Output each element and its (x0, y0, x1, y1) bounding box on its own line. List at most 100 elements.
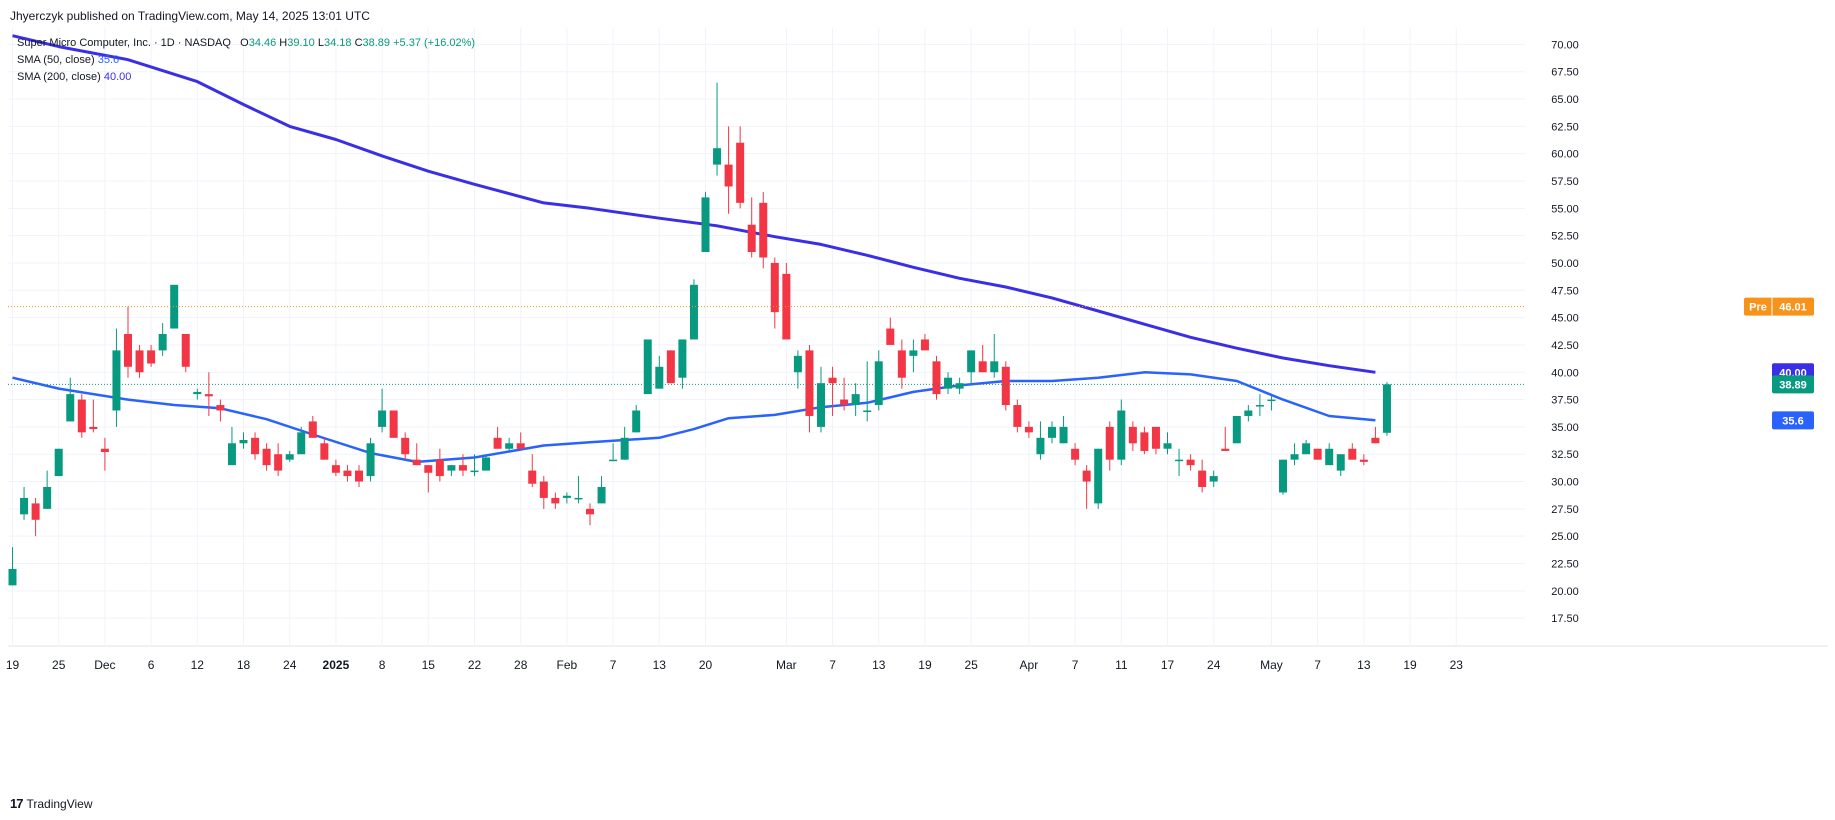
candle-body (539, 481, 548, 498)
candle (666, 350, 675, 384)
y-tick-label: 30.00 (1551, 477, 1579, 489)
candle (470, 454, 479, 477)
candle-body (1382, 384, 1391, 433)
candle (54, 448, 63, 477)
tradingview-logo[interactable]: 17 TradingView (10, 796, 93, 811)
candle-body (458, 465, 467, 471)
y-tick-label: 25.00 (1551, 531, 1579, 543)
time-axis[interactable]: 19 25 Dec 6 12 18 24 2025 8 15 22 28 Feb 7 13 20 Mar 7 13 1… (6, 658, 1463, 672)
premarket-tag: Pre 46.01 (1744, 297, 1814, 316)
candle (170, 284, 179, 329)
candle-body (713, 148, 722, 165)
candle-body (31, 503, 40, 520)
candle-body (701, 197, 710, 253)
tradingview-logo-text: TradingView (26, 796, 93, 811)
y-tick-label: 22.50 (1551, 559, 1579, 571)
candle-body (77, 399, 86, 433)
candle-body (805, 350, 814, 416)
chart-grid (8, 28, 1828, 647)
candle-body (666, 350, 675, 384)
candle-body (967, 350, 976, 373)
candle (1105, 421, 1114, 471)
x-tick-label: 6 (148, 658, 155, 672)
candle (401, 432, 410, 460)
y-tick-label: 42.50 (1551, 340, 1579, 352)
candle (77, 394, 86, 438)
candle (135, 344, 144, 378)
candle (724, 126, 733, 214)
candle-body (285, 454, 294, 460)
candle-body (20, 497, 29, 515)
candle-body (343, 470, 352, 477)
candle (528, 454, 537, 487)
candle-body (158, 334, 167, 351)
y-tick-label: 57.50 (1551, 176, 1579, 188)
candle (689, 279, 698, 340)
x-tick-label: 17 (1161, 658, 1175, 672)
symbol-legend-row[interactable]: Super Micro Computer, Inc. · 1D · NASDAQ… (17, 35, 475, 52)
candle-body (505, 443, 514, 449)
high-label: H (279, 37, 288, 49)
sma50-tag-text: 35.6 (1782, 415, 1803, 427)
candle (805, 344, 814, 433)
candle (1371, 426, 1380, 444)
sma200-legend-row[interactable]: SMA (200, close) 40.00 (17, 69, 475, 86)
candle (1001, 361, 1010, 411)
candle-body (1105, 426, 1114, 460)
candle (1140, 426, 1149, 455)
x-tick-label: Mar (776, 658, 797, 672)
y-tick-label: 65.00 (1551, 94, 1579, 106)
candle-body (366, 443, 375, 477)
x-tick-label: 23 (1450, 658, 1464, 672)
candle (239, 432, 248, 449)
candle-body (424, 465, 433, 473)
candle-body (932, 361, 941, 395)
candle (147, 344, 156, 367)
sma50-legend-row[interactable]: SMA (50, close) 35.6 (17, 52, 475, 69)
candle-body (828, 377, 837, 384)
open-label: O (240, 37, 249, 49)
open-value: 34.46 (248, 37, 277, 49)
candle (967, 350, 976, 384)
sma200-line (12, 34, 1376, 374)
candle-body (331, 465, 340, 473)
candle (1279, 459, 1287, 495)
candle (1302, 440, 1311, 455)
candle-body (1336, 454, 1345, 471)
candle-body (955, 383, 964, 389)
candle (435, 448, 444, 482)
candle-body (1290, 454, 1299, 460)
x-tick-label: 7 (610, 658, 617, 672)
candle (1175, 448, 1184, 477)
close-value: 38.89 (362, 37, 391, 49)
candle (320, 437, 329, 460)
candle (493, 426, 502, 449)
x-tick-label: 15 (422, 658, 436, 672)
price-axis[interactable]: 17.50 20.00 22.50 25.00 27.50 30.00 32.50 35.00… (1551, 39, 1579, 625)
candle-body (770, 262, 779, 313)
candle (31, 497, 40, 537)
y-tick-label: 17.50 (1551, 613, 1579, 625)
high-value: 39.10 (287, 37, 315, 49)
candle (1348, 443, 1357, 460)
candle-body (1371, 437, 1380, 444)
candle-body (1059, 426, 1068, 444)
candle-body (1209, 476, 1218, 482)
candle-body (1232, 415, 1241, 444)
candle-body (793, 355, 802, 373)
sma50-tag-bg (1772, 411, 1814, 430)
candle (643, 339, 652, 395)
symbol-title: Super Micro Computer, Inc. · 1D · NASDAQ (17, 37, 231, 49)
candle (482, 454, 491, 471)
x-tick-label: 18 (237, 658, 251, 672)
candle (1255, 394, 1264, 416)
x-tick-label: 7 (1072, 658, 1079, 672)
x-tick-label: 24 (283, 658, 297, 672)
candle-body (678, 339, 687, 378)
y-tick-label: 55.00 (1551, 203, 1579, 215)
sma50-value: 35.6 (97, 54, 120, 66)
candle (736, 126, 745, 209)
candle (632, 405, 641, 433)
